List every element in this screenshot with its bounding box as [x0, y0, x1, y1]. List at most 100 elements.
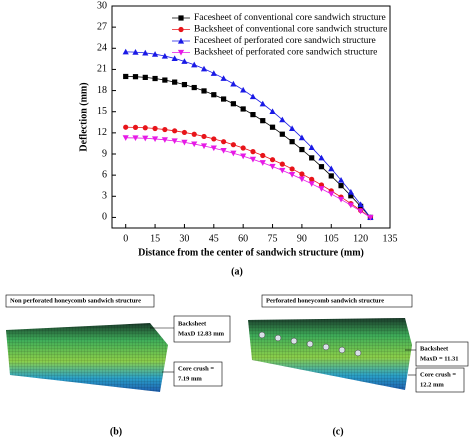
note: Core crush = — [178, 365, 214, 372]
marker — [299, 171, 305, 177]
marker — [279, 167, 286, 174]
marker — [211, 136, 217, 142]
marker — [299, 146, 305, 153]
perforations — [258, 331, 362, 357]
marker — [259, 160, 266, 166]
marker — [123, 73, 129, 80]
marker — [250, 112, 256, 118]
x-tick-label: 15 — [150, 233, 160, 244]
marker — [347, 188, 354, 195]
marker — [269, 124, 276, 130]
marker — [152, 125, 158, 132]
marker — [328, 165, 335, 172]
x-tick-label: 0 — [123, 233, 128, 244]
marker — [269, 163, 276, 170]
marker — [151, 51, 159, 57]
marker — [337, 176, 345, 183]
marker — [348, 193, 354, 199]
note: 7.19 mm — [178, 375, 202, 382]
marker — [211, 92, 217, 98]
marker — [181, 58, 188, 64]
marker — [289, 166, 295, 172]
marker — [172, 128, 178, 134]
marker — [309, 155, 315, 161]
marker — [191, 131, 197, 137]
marker — [201, 133, 207, 140]
panel-label: (b) — [110, 426, 122, 437]
marker — [269, 157, 276, 163]
marker — [200, 143, 208, 150]
marker — [347, 202, 354, 209]
marker — [230, 101, 236, 107]
marker — [357, 208, 364, 215]
marker — [328, 173, 334, 179]
marker — [142, 49, 149, 56]
panel-title: Perforated honeycomb sandwich structure — [266, 297, 384, 304]
x-tick-label: 90 — [297, 233, 307, 244]
x-tick-label: 60 — [238, 233, 248, 244]
marker — [181, 81, 188, 88]
y-tick-label: 18 — [97, 85, 107, 96]
marker — [298, 176, 306, 183]
marker — [240, 86, 247, 93]
marker — [161, 137, 168, 143]
y-tick-label: 27 — [97, 21, 107, 32]
marker — [191, 84, 197, 91]
marker — [220, 75, 227, 81]
marker — [191, 61, 198, 68]
y-tick-label: 3 — [102, 191, 107, 202]
marker — [161, 52, 168, 59]
marker — [152, 75, 158, 82]
marker — [171, 55, 178, 62]
marker — [289, 172, 296, 178]
marker — [309, 176, 315, 182]
marker — [250, 149, 256, 155]
marker — [220, 139, 227, 145]
fem-mesh — [6, 323, 168, 392]
title-box — [5, 294, 155, 308]
marker — [308, 144, 315, 151]
marker — [201, 88, 207, 94]
note: MaxD = 11.31 — [420, 355, 459, 362]
panel-label: (a) — [231, 266, 243, 277]
legend-label: Facesheet of perforated core sandwich st… — [194, 35, 376, 46]
marker — [230, 150, 237, 157]
marker — [259, 100, 266, 107]
y-tick-label: 30 — [97, 0, 107, 11]
x-tick-label: 105 — [324, 233, 339, 244]
marker — [289, 139, 295, 145]
note: Core crush = — [420, 371, 456, 378]
legend-marker — [177, 49, 185, 56]
marker — [240, 153, 247, 160]
legend-marker — [178, 15, 184, 21]
marker — [132, 74, 139, 80]
legend-label: Backsheet of perforated core sandwich st… — [194, 47, 377, 58]
x-tick-label: 75 — [268, 233, 278, 244]
marker — [122, 135, 129, 141]
note-box — [415, 341, 469, 367]
panel-c: Perforated honeycomb sandwich structure … — [248, 294, 469, 437]
marker — [172, 79, 178, 85]
marker — [200, 65, 208, 72]
y-tick-label: 6 — [102, 169, 107, 180]
marker — [123, 124, 129, 130]
x-tick-label: 120 — [353, 233, 368, 244]
marker — [210, 145, 217, 152]
marker — [289, 125, 296, 132]
y-axis-label: Deflection (mm) — [78, 82, 89, 151]
fem-mesh — [248, 318, 412, 390]
note-box — [173, 361, 223, 387]
marker — [122, 48, 129, 55]
note: 12.2 mm — [420, 381, 444, 388]
x-axis-label: Distance from the center of sandwich str… — [138, 247, 364, 258]
y-tick-label: 15 — [97, 106, 107, 117]
marker — [132, 135, 139, 142]
note: Backsheet — [178, 320, 207, 327]
marker — [298, 134, 306, 141]
panel-b: Non perforated honeycomb sandwich struct… — [5, 294, 231, 437]
marker — [328, 191, 335, 198]
plot-frame — [111, 5, 391, 229]
x-tick-label: 30 — [179, 233, 189, 244]
legend-marker — [177, 37, 185, 44]
